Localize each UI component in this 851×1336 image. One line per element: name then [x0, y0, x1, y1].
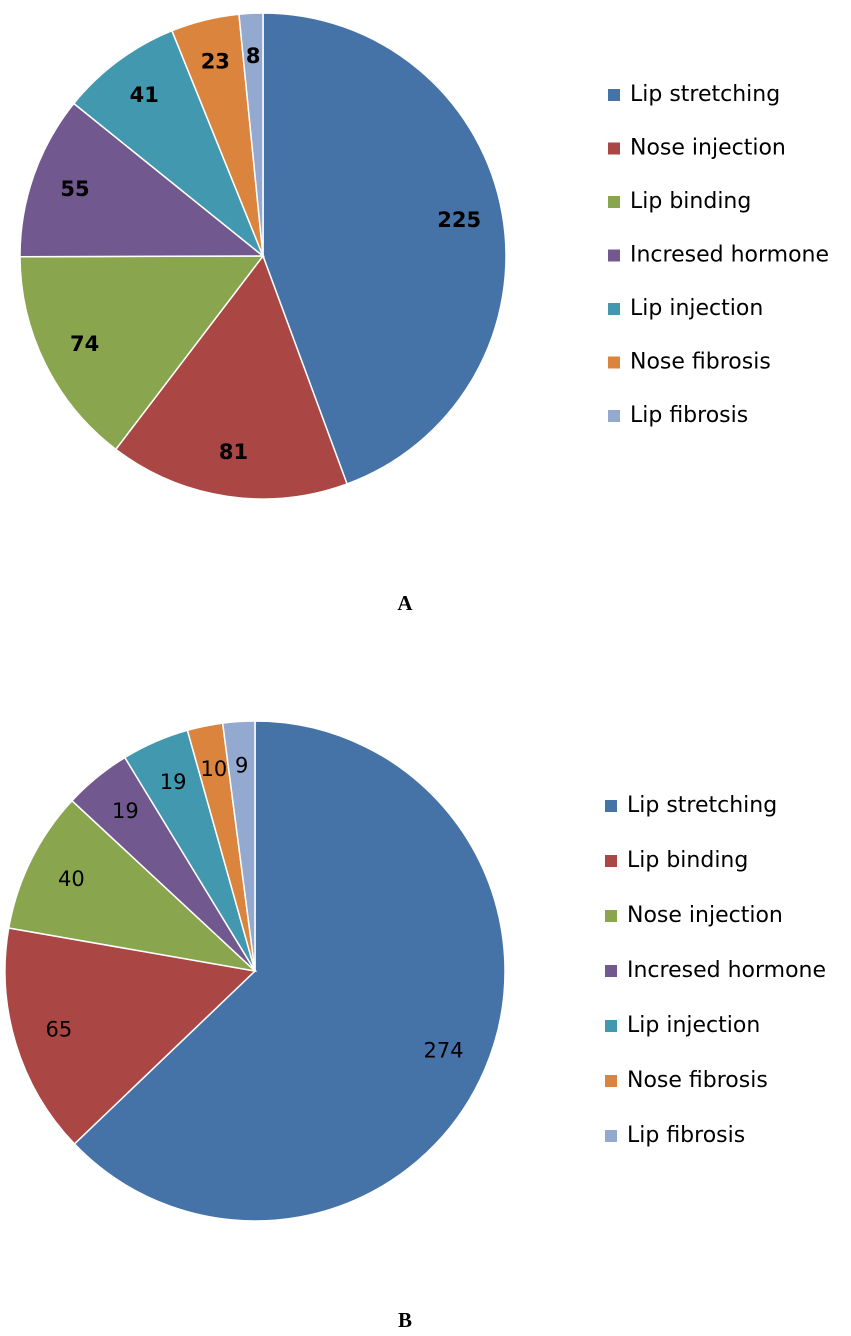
data-label: 19 [112, 799, 139, 823]
legend-label: Lip injection [627, 1013, 760, 1038]
legend-label: Nose fibrosis [627, 1068, 768, 1093]
pie-slice [4, 927, 257, 1145]
data-label: 8 [246, 44, 261, 68]
data-label: 65 [46, 1018, 73, 1042]
legend-swatch [605, 1020, 617, 1032]
pie-slice [19, 255, 265, 451]
pie-slice [238, 12, 264, 257]
legend-swatch [608, 196, 620, 208]
legend-swatch [608, 89, 620, 101]
pie-slice [7, 799, 258, 973]
data-label: 74 [70, 332, 99, 356]
data-label: 274 [423, 1038, 463, 1062]
legend-swatch [608, 356, 620, 369]
legend-label: Lip binding [630, 189, 751, 214]
legend-swatch [605, 855, 617, 867]
legend-swatch [605, 1075, 617, 1087]
pie-slice [114, 254, 349, 500]
pie-slice [73, 720, 506, 1222]
legend-swatch [608, 303, 620, 315]
legend-swatch [605, 965, 617, 977]
legend-label: Nose injection [630, 136, 786, 161]
legend-label: Nose injection [627, 903, 783, 928]
pie-slice [19, 102, 266, 258]
legend-label: Lip stretching [627, 793, 777, 818]
legend-label: Lip stretching [630, 82, 780, 107]
legend-label: Lip injection [630, 296, 763, 321]
legend-swatch [605, 1130, 617, 1142]
data-label: 9 [235, 753, 248, 777]
legend-label: Lip fibrosis [627, 1123, 745, 1148]
data-label: 55 [60, 177, 89, 201]
pie-slice [262, 12, 507, 485]
data-label: 225 [437, 208, 481, 232]
legend-swatch [605, 910, 617, 922]
pie-slice [221, 720, 256, 972]
legend-swatch [605, 800, 617, 812]
data-label: 23 [201, 50, 230, 74]
data-label: 41 [130, 83, 159, 107]
legend-label: Lip fibrosis [630, 403, 748, 428]
legend-swatch [608, 249, 620, 262]
data-label: 10 [201, 757, 228, 781]
data-label: 81 [219, 440, 248, 464]
legend-label: Lip binding [627, 848, 748, 873]
legend-label: Incresed hormone [630, 243, 829, 268]
caption: B [398, 1308, 412, 1332]
data-label: 19 [160, 770, 187, 794]
legend-label: Incresed hormone [627, 958, 826, 983]
pie-slice [72, 29, 265, 259]
legend-swatch [608, 142, 620, 155]
data-label: 40 [58, 867, 85, 891]
legend-label: Nose fibrosis [630, 350, 771, 375]
legend-swatch [608, 410, 620, 422]
caption: A [397, 591, 413, 615]
